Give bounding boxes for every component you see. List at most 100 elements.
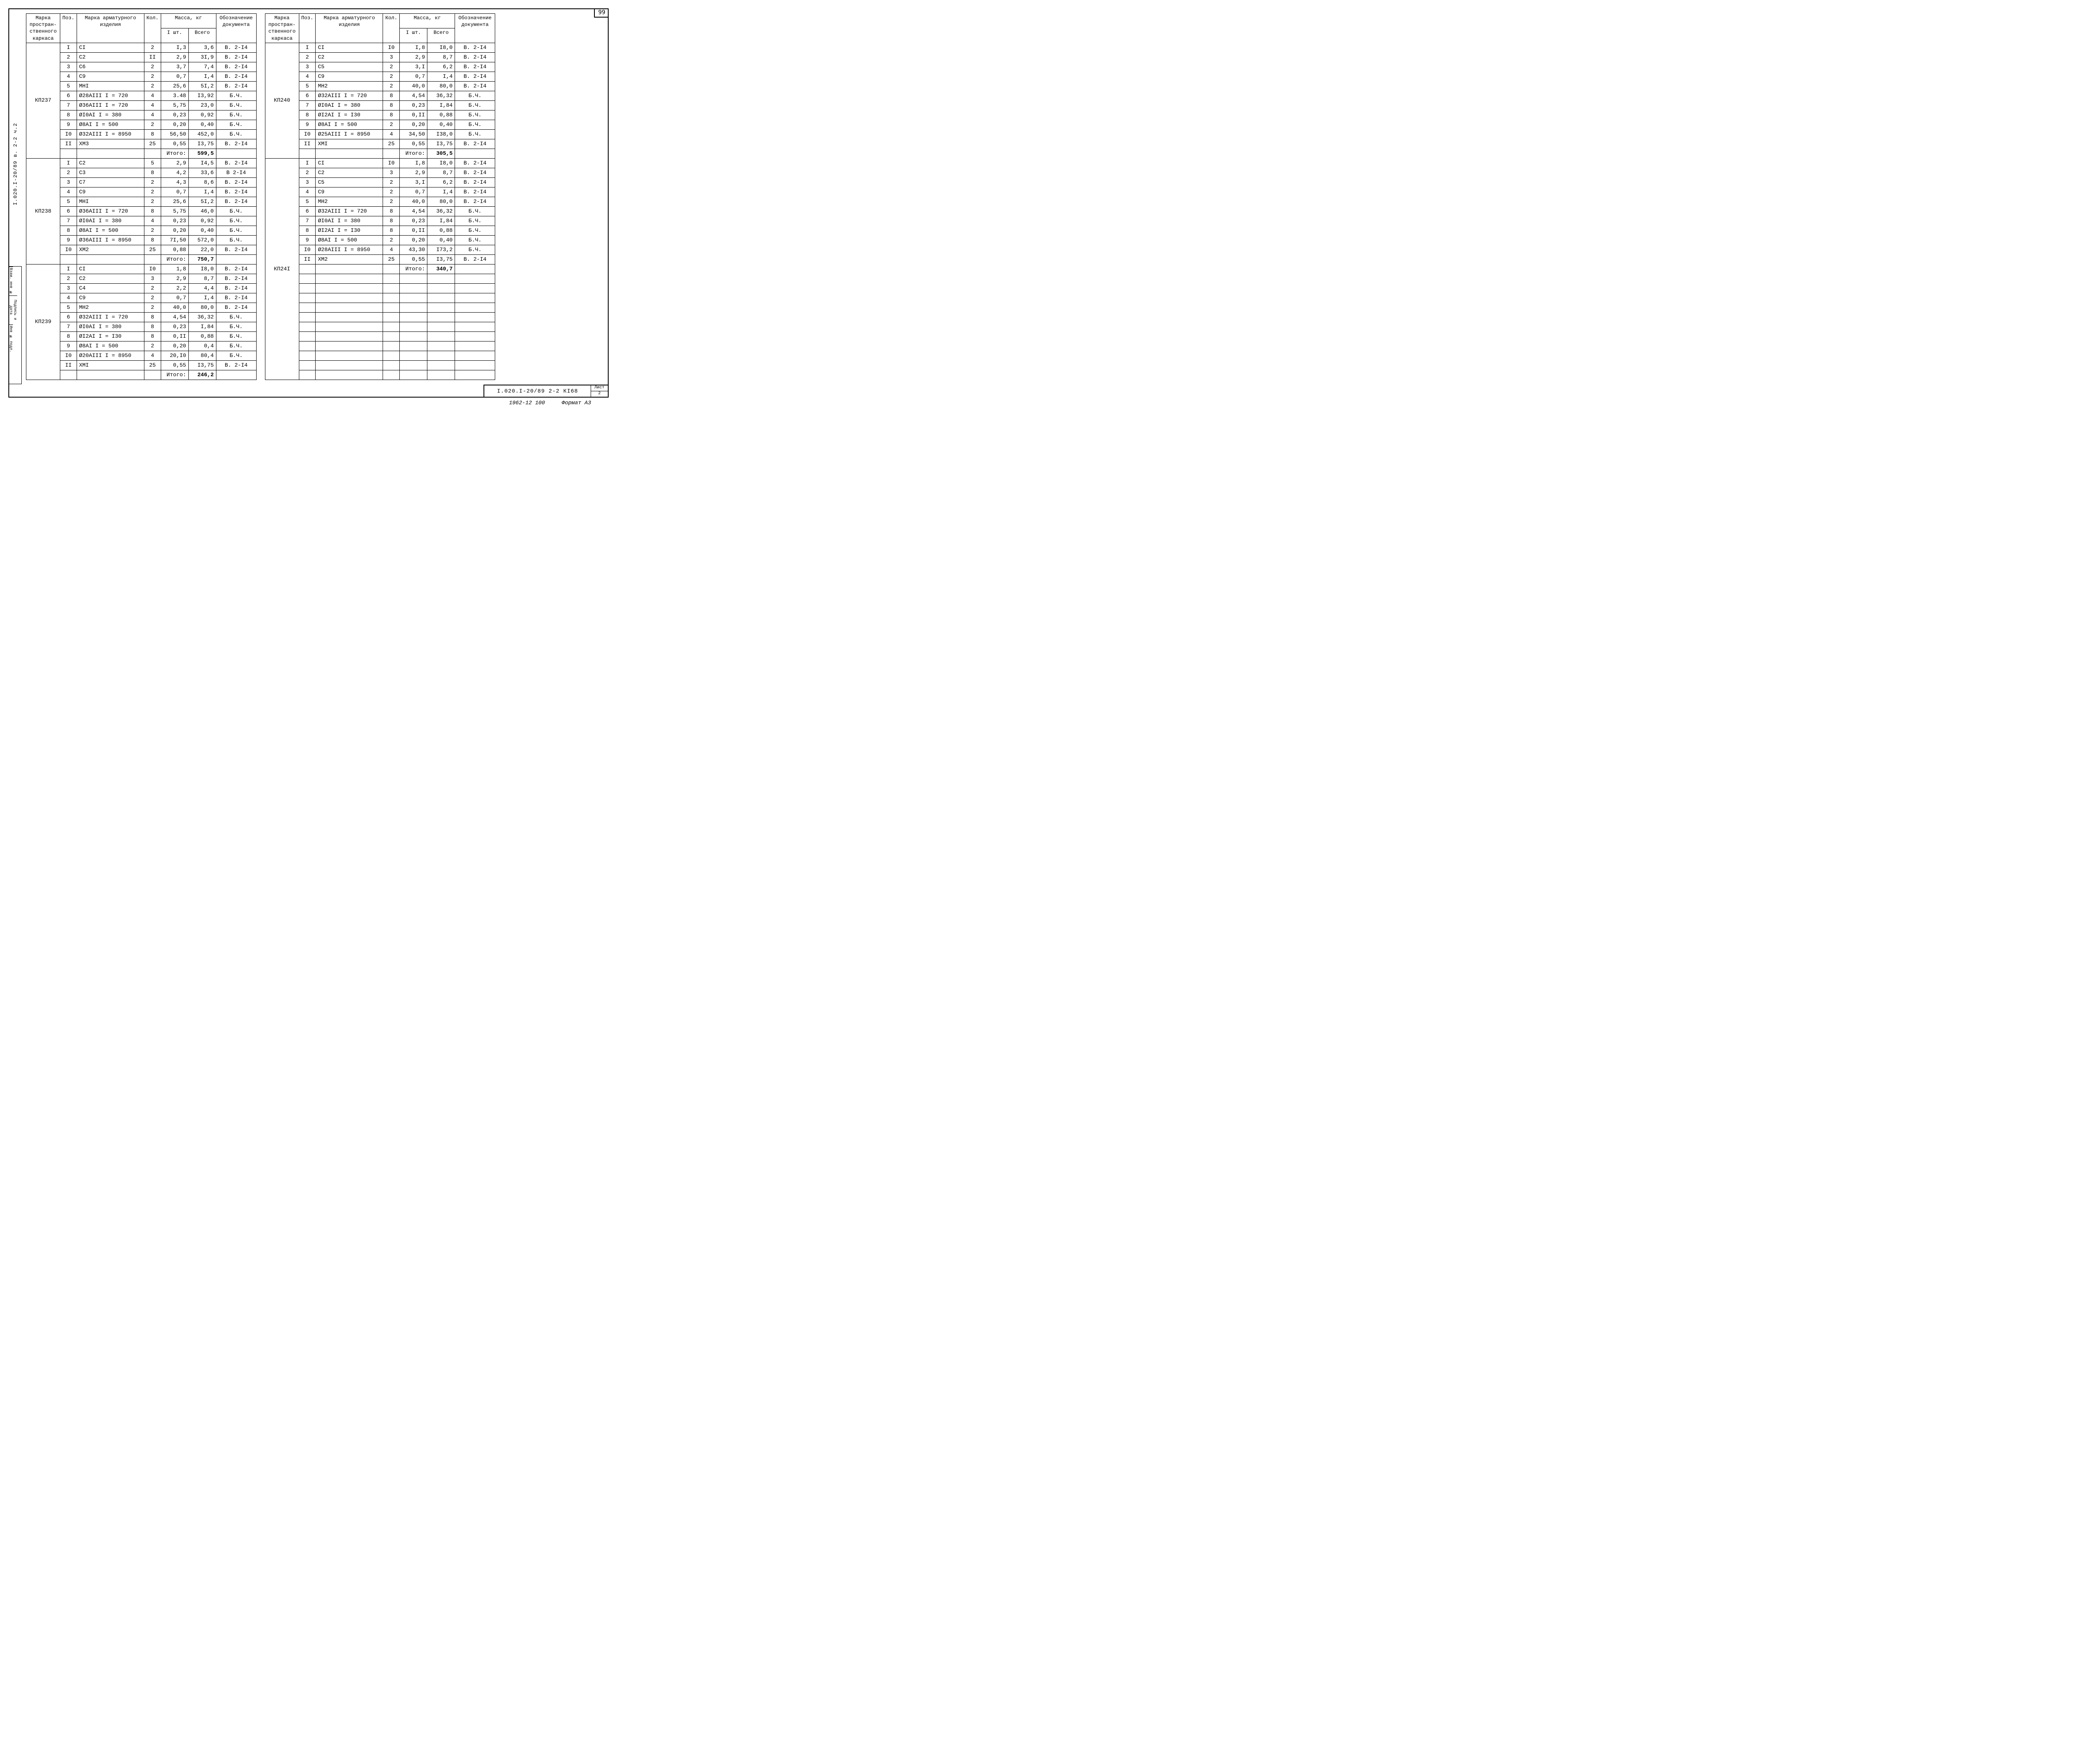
cell-mass1: 43,30 bbox=[400, 245, 427, 254]
table-row: 9Ø8АI I = 50020,200,40Б.Ч. bbox=[26, 120, 257, 129]
cell-poz: 8 bbox=[299, 110, 316, 120]
table-row: 5МН2240,080,0В. 2-I4 bbox=[265, 197, 495, 206]
cell-mass1: 0,88 bbox=[161, 245, 188, 254]
cell-mass2: I,84 bbox=[427, 216, 455, 226]
cell-mass2: 452,0 bbox=[188, 129, 216, 139]
cell-mass2: I,4 bbox=[188, 293, 216, 303]
cell-kol: 2 bbox=[383, 197, 400, 206]
cell-mass1: 3,I bbox=[400, 62, 427, 72]
table-row: 3С724,38,6В. 2-I4 bbox=[26, 177, 257, 187]
format-note: Формат А3 bbox=[562, 400, 591, 406]
cell-izd: Ø36АIII I = 720 bbox=[77, 206, 144, 216]
cell-mass2: 36,32 bbox=[188, 312, 216, 322]
cell-kol: I0 bbox=[383, 43, 400, 52]
cell-poz: 4 bbox=[299, 72, 316, 81]
itogo-value: 340,7 bbox=[427, 264, 455, 274]
table-row: 5МНI225,65I,2В. 2-I4 bbox=[26, 197, 257, 206]
cell-kol: 2 bbox=[144, 43, 161, 52]
cell-mass2: 572,0 bbox=[188, 235, 216, 245]
cell-kol: 2 bbox=[144, 81, 161, 91]
cell-izd: ØI0АI I = 380 bbox=[316, 100, 383, 110]
cell-izd: Ø32АIII I = 8950 bbox=[77, 129, 144, 139]
cell-mass2: 5I,2 bbox=[188, 197, 216, 206]
cell-doc: В. 2-I4 bbox=[455, 62, 495, 72]
cell-izd: Ø8АI I = 500 bbox=[316, 120, 383, 129]
cell-izd: Ø8АI I = 500 bbox=[77, 226, 144, 235]
cell-doc: Б.Ч. bbox=[455, 110, 495, 120]
group-marka: КП240 bbox=[265, 43, 299, 158]
table-row: 3С523,I6,2В. 2-I4 bbox=[265, 62, 495, 72]
th-poz: Поз. bbox=[299, 14, 316, 43]
cell-poz: 9 bbox=[299, 235, 316, 245]
cell-doc: Б.Ч. bbox=[216, 129, 256, 139]
drawing-code: I.020.I-20/89 2-2 КI68 bbox=[484, 385, 591, 397]
cell-mass2: 80,0 bbox=[427, 197, 455, 206]
cell-mass2: 3I,9 bbox=[188, 52, 216, 62]
stamp-cell: Подпись и дата bbox=[9, 295, 17, 324]
cell-mass1: 5,75 bbox=[161, 206, 188, 216]
cell-poz: 3 bbox=[60, 283, 77, 293]
group-marka: КП24I bbox=[265, 158, 299, 380]
table-row: 3С623,77,4В. 2-I4 bbox=[26, 62, 257, 72]
itogo-value: 305,5 bbox=[427, 149, 455, 158]
table-row: КП239ICII01,8I8,0В. 2-I4 bbox=[26, 264, 257, 274]
cell-mass1: 0,20 bbox=[161, 226, 188, 235]
table-row: 6Ø32АIII I = 72084,5436,32Б.Ч. bbox=[265, 206, 495, 216]
cell-izd: С9 bbox=[316, 72, 383, 81]
table-row: 2С232,98,7В. 2-I4 bbox=[26, 274, 257, 283]
table-row: 9Ø8АI I = 50020,200,4Б.Ч. bbox=[26, 341, 257, 351]
cell-poz: I bbox=[60, 43, 77, 52]
cell-mass1: 3,7 bbox=[161, 62, 188, 72]
th-izd: Марка арматурного изделия bbox=[316, 14, 383, 43]
cell-mass2: I4,5 bbox=[188, 158, 216, 168]
cell-mass2: I8,0 bbox=[427, 43, 455, 52]
table-row: 8Ø8АI I = 50020,200,40Б.Ч. bbox=[26, 226, 257, 235]
cell-izd: Ø20АIII I = 8950 bbox=[77, 351, 144, 360]
cell-izd: С5 bbox=[316, 62, 383, 72]
cell-kol: 2 bbox=[383, 177, 400, 187]
cell-izd: ХМ3 bbox=[77, 139, 144, 149]
cell-izd: Ø8АI I = 500 bbox=[77, 341, 144, 351]
cell-kol: II bbox=[144, 52, 161, 62]
th-poz: Поз. bbox=[60, 14, 77, 43]
cell-doc: Б.Ч. bbox=[455, 216, 495, 226]
cell-poz: II bbox=[60, 139, 77, 149]
cell-mass1: 2,9 bbox=[400, 52, 427, 62]
table-row: IIХМ3250,55I3,75В. 2-I4 bbox=[26, 139, 257, 149]
spec-table: Марка простран-ственного каркаса Поз. Ма… bbox=[26, 13, 257, 380]
cell-kol: 8 bbox=[144, 168, 161, 177]
cell-mass1: 0,23 bbox=[400, 216, 427, 226]
cell-poz: 8 bbox=[60, 226, 77, 235]
cell-mass2: 0,88 bbox=[427, 226, 455, 235]
empty-row bbox=[265, 370, 495, 380]
cell-mass2: 22,0 bbox=[188, 245, 216, 254]
cell-mass1: 4,54 bbox=[161, 312, 188, 322]
cell-doc: Б.Ч. bbox=[455, 129, 495, 139]
cell-poz: II bbox=[299, 139, 316, 149]
cell-izd: ØI0АI I = 380 bbox=[77, 110, 144, 120]
table-row: 5МН2240,080,0В. 2-I4 bbox=[265, 81, 495, 91]
cell-izd: ØI2АI I = I30 bbox=[77, 331, 144, 341]
cell-mass2: 0,4 bbox=[188, 341, 216, 351]
cell-doc: Б.Ч. bbox=[216, 322, 256, 331]
cell-mass1: 0,23 bbox=[400, 100, 427, 110]
empty-row bbox=[265, 322, 495, 331]
stamp-cell: Инв № подл. bbox=[9, 324, 13, 353]
cell-izd: Ø36АIII I = 720 bbox=[77, 100, 144, 110]
cell-mass2: 0,40 bbox=[188, 226, 216, 235]
table-row: 6Ø28АIII I = 72043.48I3,92Б.Ч. bbox=[26, 91, 257, 100]
cell-kol: 2 bbox=[144, 72, 161, 81]
cell-mass2: 0,88 bbox=[188, 331, 216, 341]
cell-izd: Ø25АIII I = 8950 bbox=[316, 129, 383, 139]
cell-mass2: 80,0 bbox=[188, 303, 216, 312]
cell-kol: 2 bbox=[144, 283, 161, 293]
cell-mass1: 1,8 bbox=[161, 264, 188, 274]
cell-izd: С9 bbox=[316, 187, 383, 197]
table-row: I0Ø25АIII I = 8950434,50I38,0Б.Ч. bbox=[265, 129, 495, 139]
cell-doc: В. 2-I4 bbox=[455, 254, 495, 264]
cell-doc: Б.Ч. bbox=[455, 235, 495, 245]
table-row: 7ØI0АI I = 38080,23I,84Б.Ч. bbox=[265, 216, 495, 226]
cell-mass1: 0,7 bbox=[400, 187, 427, 197]
table-row: IIХМI250,55I3,75В. 2-I4 bbox=[26, 360, 257, 370]
cell-poz: 8 bbox=[299, 226, 316, 235]
